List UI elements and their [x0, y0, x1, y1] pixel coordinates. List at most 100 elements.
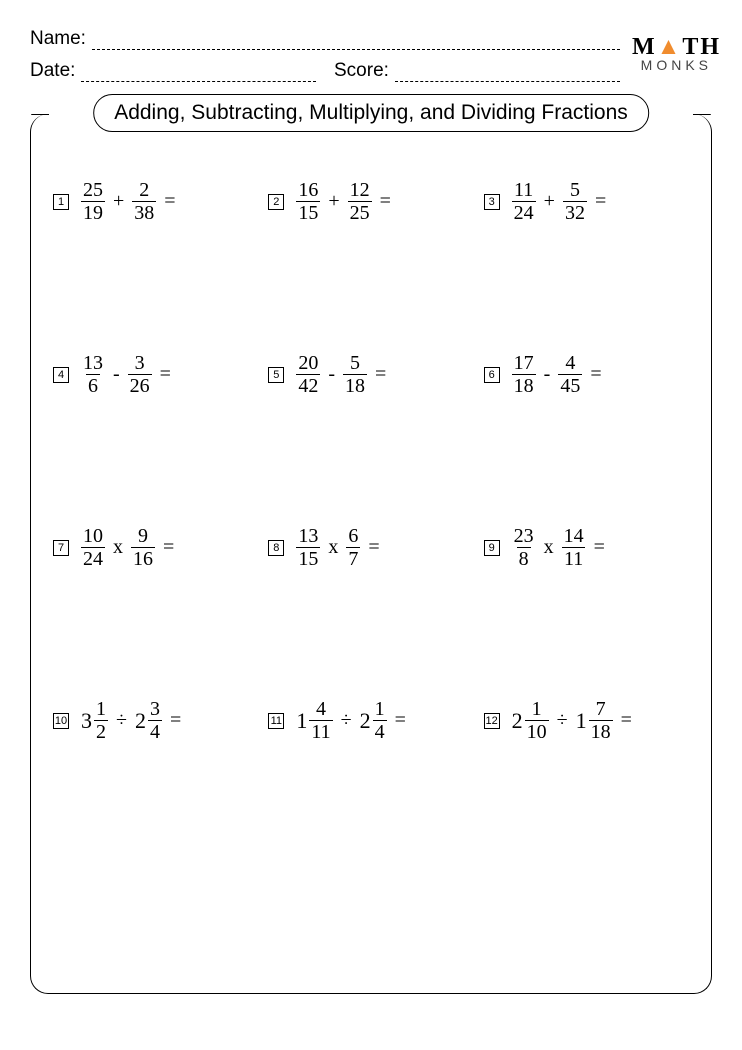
numerator: 17	[512, 353, 536, 374]
fraction: 445	[558, 353, 582, 396]
expression: 1024x916=	[81, 526, 174, 569]
equals-sign: =	[168, 709, 181, 732]
operator: ÷	[339, 709, 354, 732]
operator: ÷	[114, 709, 129, 732]
equals-sign: =	[366, 536, 379, 559]
date-input-line[interactable]	[81, 61, 316, 82]
numerator: 16	[296, 180, 320, 201]
operator: ÷	[555, 709, 570, 732]
name-input-line[interactable]	[92, 29, 620, 50]
denominator: 38	[132, 201, 156, 223]
denominator: 19	[81, 201, 105, 223]
score-input-line[interactable]	[395, 61, 620, 82]
date-score-row: Date: Score:	[30, 60, 620, 82]
question-number: 3	[484, 194, 500, 210]
fraction: 238	[512, 526, 536, 569]
denominator: 25	[348, 201, 372, 223]
mixed-number: 214	[360, 699, 387, 742]
problems-grid: 12519+238=21615+1225=31124+532=4136-326=…	[53, 174, 689, 742]
fraction: 326	[128, 353, 152, 396]
numerator: 7	[594, 699, 608, 720]
mixed-number: 312	[81, 699, 108, 742]
equals-sign: =	[378, 190, 391, 213]
box-top-left	[31, 114, 49, 115]
whole-part: 1	[576, 708, 587, 734]
numerator: 10	[81, 526, 105, 547]
fraction: 34	[148, 699, 162, 742]
equals-sign: =	[161, 536, 174, 559]
expression: 2042-518=	[296, 353, 386, 396]
fraction: 14	[373, 699, 387, 742]
expression: 1615+1225=	[296, 180, 391, 223]
denominator: 18	[512, 374, 536, 396]
fraction: 518	[343, 353, 367, 396]
question-number: 8	[268, 540, 284, 556]
whole-part: 3	[81, 708, 92, 734]
expression: 2519+238=	[81, 180, 176, 223]
mixed-number: 2110	[512, 699, 549, 742]
mixed-number: 1718	[576, 699, 613, 742]
question-number: 5	[268, 367, 284, 383]
expression: 1315x67=	[296, 526, 379, 569]
fraction: 1024	[81, 526, 105, 569]
denominator: 18	[589, 720, 613, 742]
operator: +	[326, 190, 341, 213]
worksheet-title: Adding, Subtracting, Multiplying, and Di…	[93, 94, 649, 132]
fraction: 916	[131, 526, 155, 569]
denominator: 45	[558, 374, 582, 396]
problem-7: 71024x916=	[53, 526, 258, 569]
equals-sign: =	[592, 536, 605, 559]
fraction: 1718	[512, 353, 536, 396]
expression: 1411÷214=	[296, 699, 406, 742]
logo-line2: MONKS	[632, 59, 712, 72]
problem-8: 81315x67=	[268, 526, 473, 569]
question-number: 9	[484, 540, 500, 556]
denominator: 16	[131, 547, 155, 569]
denominator: 26	[128, 374, 152, 396]
numerator: 13	[296, 526, 320, 547]
header: Name: Date: Score: M▲TH MONKS	[30, 28, 712, 92]
question-number: 11	[268, 713, 284, 729]
denominator: 2	[94, 720, 108, 742]
denominator: 8	[517, 547, 531, 569]
fraction: 110	[525, 699, 549, 742]
operator: x	[326, 536, 340, 559]
mixed-number: 1411	[296, 699, 332, 742]
fraction: 1315	[296, 526, 320, 569]
fraction: 2519	[81, 180, 105, 223]
numerator: 1	[530, 699, 544, 720]
fraction: 238	[132, 180, 156, 223]
fraction: 12	[94, 699, 108, 742]
numerator: 3	[148, 699, 162, 720]
operator: -	[542, 363, 553, 386]
name-field-row: Name:	[30, 28, 620, 50]
fraction: 1411	[562, 526, 586, 569]
denominator: 4	[148, 720, 162, 742]
question-number: 10	[53, 713, 69, 729]
denominator: 24	[512, 201, 536, 223]
whole-part: 2	[512, 708, 523, 734]
expression: 136-326=	[81, 353, 171, 396]
numerator: 1	[94, 699, 108, 720]
problem-2: 21615+1225=	[268, 180, 473, 223]
fraction: 532	[563, 180, 587, 223]
problem-9: 9238x1411=	[484, 526, 689, 569]
question-number: 6	[484, 367, 500, 383]
operator: -	[111, 363, 122, 386]
numerator: 5	[348, 353, 362, 374]
expression: 1124+532=	[512, 180, 607, 223]
operator: +	[111, 190, 126, 213]
whole-part: 2	[360, 708, 371, 734]
numerator: 20	[296, 353, 320, 374]
fraction: 1124	[512, 180, 536, 223]
numerator: 4	[563, 353, 577, 374]
numerator: 1	[373, 699, 387, 720]
numerator: 13	[81, 353, 105, 374]
box-top-right	[693, 114, 711, 115]
expression: 238x1411=	[512, 526, 605, 569]
problem-1: 12519+238=	[53, 180, 258, 223]
problems-box: Adding, Subtracting, Multiplying, and Di…	[30, 114, 712, 994]
equals-sign: =	[158, 363, 171, 386]
operator: -	[326, 363, 337, 386]
fraction: 411	[309, 699, 332, 742]
